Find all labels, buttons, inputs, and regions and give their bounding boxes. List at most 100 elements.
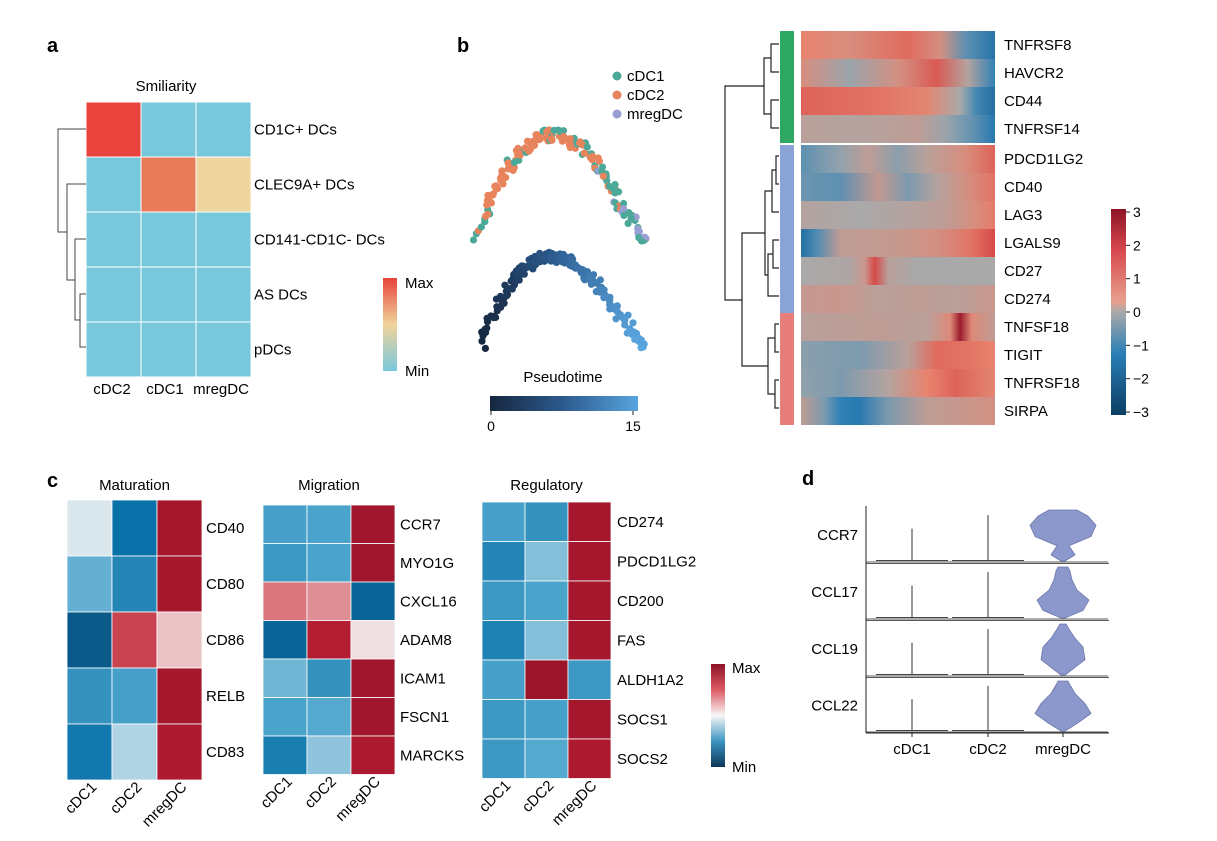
panel-d-group-label: mregDC (1035, 741, 1091, 758)
panel-c-col-label: cDC1 (62, 779, 101, 818)
panel-c-gene-label: SOCS1 (617, 711, 668, 728)
panel-b-row-lag3 (801, 201, 995, 229)
panel-c-cell-ccr7-mregdc (350, 504, 396, 544)
pseudotime-cell-point (481, 344, 489, 352)
panel-a-cell-as-dcs-cdc1 (140, 266, 197, 323)
panel-c-col-label: cDC2 (107, 779, 146, 818)
panel-a-similarity-heatmap: Smiliarity CD1C+ DCs CLEC9A+ DCs CD141-CD1… (57, 78, 434, 398)
trajectory-cell-point (599, 172, 607, 180)
pseudotime-tick-label-max: 15 (625, 418, 641, 434)
panel-c-gene-label: CD274 (617, 514, 664, 531)
panel-d-violin-ccl19-mregdc (1040, 623, 1086, 676)
panel-b-gene-label: TIGIT (1004, 347, 1042, 364)
panel-b-row-tnfsf18 (801, 313, 995, 341)
panel-c-cell-icam1-cdc2 (306, 658, 352, 698)
trajectory-cell-point (469, 236, 478, 244)
panel-c-cell-adam8-cdc2 (306, 620, 352, 660)
panel-a-row-label: CLEC9A+ DCs (254, 177, 354, 194)
trajectory-cell-point (484, 210, 492, 218)
panel-c-cell-ccr7-cdc2 (306, 504, 352, 544)
panel-b-colorbar-tick-label: 3 (1133, 204, 1141, 220)
panel-c-cell-aldh1a2-cdc1 (481, 659, 526, 700)
panel-c-cell-cd40-cdc1 (66, 499, 113, 557)
panel-a-cell-cd1c-dcs-mregdc (195, 101, 252, 158)
panel-b-gene-label: CD27 (1004, 263, 1042, 280)
panel-b-gene-label: TNFRSF14 (1004, 121, 1080, 138)
panel-c-gene-label: ALDH1A2 (617, 672, 684, 689)
panel-c-cell-socs1-cdc2 (524, 699, 569, 740)
panel-b-gene-label: TNFRSF8 (1004, 37, 1072, 54)
panel-c-gene-label: RELB (206, 688, 245, 705)
panel-b-gene-label: CD40 (1004, 179, 1042, 196)
trajectory-cell-point (586, 154, 595, 162)
pseudotime-cell-point (502, 292, 510, 300)
pseudotime-cell-point (606, 293, 614, 301)
panel-b-colorbar-tick-label: 1 (1133, 271, 1141, 287)
panel-a-cell-cd141-cd1c-dcs-cdc2 (85, 211, 142, 268)
panel-c-cell-myo1g-cdc1 (262, 543, 308, 583)
trajectory-cell-point (620, 199, 628, 208)
panel-d-violins: CCR7 CCL17 CCL19 CCL22 cDC1 cDC2 mregDC (811, 506, 1109, 758)
panel-c-cell-fas-cdc2 (524, 620, 569, 661)
panel-b-row-tnfrsf14 (801, 115, 995, 143)
panel-a-cell-cd1c-dcs-cdc1 (140, 101, 197, 158)
panel-a-row-label: CD141-CD1C- DCs (254, 232, 385, 249)
panel-a-row-label: CD1C+ DCs (254, 122, 337, 139)
panel-b-gene-label: SIRPA (1004, 403, 1048, 420)
panel-a-cell-cd141-cd1c-dcs-cdc1 (140, 211, 197, 268)
panel-b-colorbar (1111, 209, 1126, 415)
trajectory-cell-point (516, 150, 524, 158)
trajectory-cell-point (535, 135, 544, 144)
panel-c-maturation-title: Maturation (99, 477, 170, 494)
panel-b-cluster-bar-3 (780, 313, 794, 425)
panel-c-cell-ccr7-cdc1 (262, 504, 308, 544)
panel-c-gene-label: PDCD1LG2 (617, 553, 696, 570)
pseudotime-cell-point (481, 325, 489, 333)
panel-a-cell-cd1c-dcs-cdc2 (85, 101, 142, 158)
panel-c-cell-socs1-cdc1 (481, 699, 526, 740)
panel-a-colorbar-max: Max (405, 275, 434, 292)
pseudotime-cell-point (596, 276, 605, 284)
panel-b-cluster-bar-1 (780, 31, 794, 143)
panel-c-cell-cd80-cdc1 (66, 555, 113, 613)
panel-c-cell-socs2-mregdc (567, 738, 612, 779)
panel-c-cell-cd86-mregdc (156, 611, 203, 669)
panel-c-cell-relb-cdc2 (111, 667, 158, 725)
panel-b-row-tnfrsf8 (801, 31, 995, 59)
panel-c-cell-aldh1a2-mregdc (567, 659, 612, 700)
panel-c-col-label: cDC1 (476, 777, 515, 816)
panel-c-cell-cxcl16-cdc2 (306, 581, 352, 621)
panel-a-cell-pdcs-mregdc (195, 321, 252, 378)
panel-b-gene-label: LGALS9 (1004, 235, 1061, 252)
pseudotime-tick-label-min: 0 (487, 418, 495, 434)
panel-c-cell-cd40-mregdc (156, 499, 203, 557)
panel-c-cell-aldh1a2-cdc2 (524, 659, 569, 700)
panel-c-colorbar-min: Min (732, 759, 756, 776)
panel-c-cell-pdcd1lg2-cdc1 (481, 541, 526, 582)
panel-c-cell-socs2-cdc2 (524, 738, 569, 779)
panel-b-gene-label: PDCD1LG2 (1004, 151, 1083, 168)
panel-a-title: Smiliarity (136, 78, 197, 95)
panel-c-cell-cd83-cdc2 (111, 723, 158, 781)
panel-c-gene-label: CD83 (206, 744, 244, 761)
pseudotime-cell-point (520, 270, 528, 278)
panel-c-cell-cd274-cdc1 (481, 501, 526, 542)
panel-a-cell-as-dcs-mregdc (195, 266, 252, 323)
trajectory-cell-point (638, 237, 646, 245)
panel-a-cell-cd141-cd1c-dcs-mregdc (195, 211, 252, 268)
panel-c-gene-label: CXCL16 (400, 593, 457, 610)
panel-c-cell-cd83-cdc1 (66, 723, 113, 781)
panel-b-gene-label: TNFRSF18 (1004, 375, 1080, 392)
panel-b-row-cd27 (801, 257, 995, 285)
panel-c-cell-relb-cdc1 (66, 667, 113, 725)
panel-b-row-cd274 (801, 285, 995, 313)
panel-d-violin-ccl22-mregdc (1034, 680, 1092, 732)
panel-d-violin-ccr7-mregdc (1029, 509, 1097, 562)
pseudotime-cell-point (621, 321, 629, 329)
panel-d-gene-label: CCL19 (811, 641, 858, 658)
panel-a-col-label-cdc1: cDC1 (146, 381, 184, 398)
panel-d-group-label: cDC1 (893, 741, 931, 758)
panel-c-cell-cd274-mregdc (567, 501, 612, 542)
trajectory-cell-point (566, 135, 574, 143)
panel-a-row-label: AS DCs (254, 287, 307, 304)
